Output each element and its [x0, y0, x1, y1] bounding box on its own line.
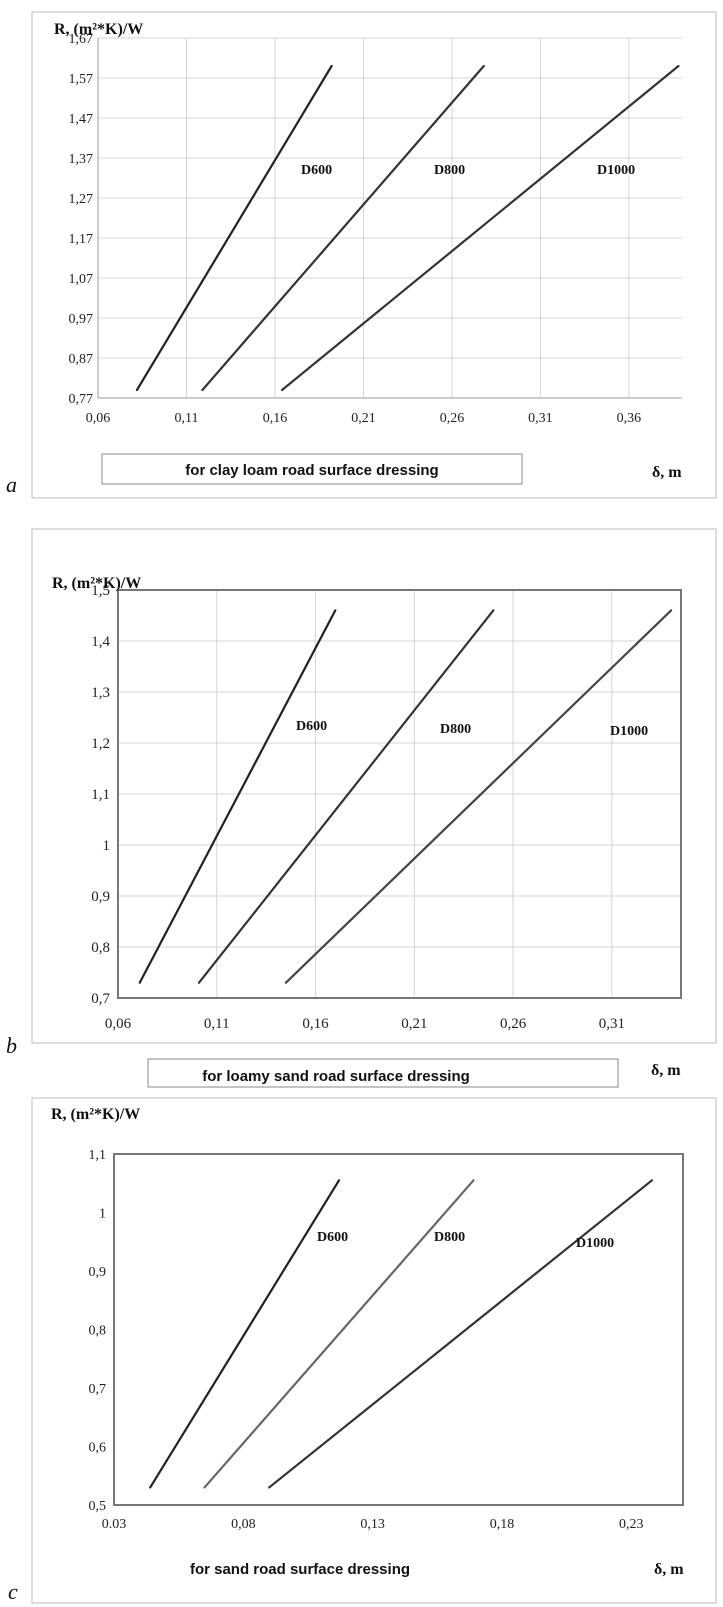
chart-a-y-tick-label: 1,27 — [69, 192, 94, 207]
chart-c-caption: for sand road surface dressing — [190, 1561, 410, 1578]
chart-panel-c: 0,5 0,6 0,7 0,8 0,9 1 1,1 0.03 0,08 0,13 0,18 0,23 D… — [0, 1097, 723, 1607]
chart-b-series-label-d800: D800 — [440, 722, 471, 737]
chart-b-svg: 0,7 0,8 0,9 1 1,1 1,2 1,3 1,4 1,5 0,06 0,11 0,16 0,2… — [31, 528, 717, 1088]
chart-a-outer-frame — [31, 11, 717, 499]
chart-a-x-axis-label: δ, m — [652, 464, 682, 481]
chart-c-y-tick-label: 1 — [99, 1207, 106, 1222]
chart-b-x-tick-label: 0,11 — [204, 1016, 230, 1032]
chart-a-x-tick-label: 0,11 — [174, 411, 198, 426]
chart-a-caption: for clay loam road surface dressing — [185, 462, 438, 479]
chart-c-y-tick-label: 1,1 — [89, 1148, 107, 1163]
chart-b-x-axis-label: δ, m — [651, 1062, 681, 1079]
chart-a-x-tick-label: 0,31 — [528, 411, 553, 426]
chart-a-svg: 0,77 0,87 0,97 1,07 1,17 1,27 1,37 1,47 1,57 1,67… — [31, 11, 717, 499]
chart-a-y-tick-label: 1,47 — [69, 112, 94, 127]
chart-b-outer-frame — [31, 528, 717, 1044]
chart-b-y-tick-label: 0,9 — [91, 889, 110, 905]
chart-a-x-tick-label: 0,36 — [617, 411, 642, 426]
chart-a-x-tick-label: 0,16 — [263, 411, 288, 426]
chart-c-x-tick-label: 0.03 — [102, 1517, 127, 1532]
chart-a-y-axis-label: R, (m²*K)/W — [54, 21, 143, 38]
chart-b-x-tick-label: 0,21 — [401, 1016, 427, 1032]
chart-b-y-tick-label: 1,4 — [91, 634, 110, 650]
chart-a-y-tick-label: 0,97 — [69, 312, 94, 327]
chart-b-y-tick-label: 1 — [103, 838, 111, 854]
chart-c-x-tick-label: 0,23 — [619, 1517, 644, 1532]
chart-b-y-axis-label: R, (m²*K)/W — [52, 575, 141, 592]
chart-a-series-label-d800: D800 — [434, 163, 465, 178]
chart-a-y-tick-label: 1,57 — [69, 72, 94, 87]
panel-letter-a: a — [6, 472, 17, 497]
chart-c-svg: 0,5 0,6 0,7 0,8 0,9 1 1,1 0.03 0,08 0,13 0,18 0,23 D… — [31, 1097, 717, 1604]
chart-a-series-line-d1000 — [280, 64, 680, 392]
chart-c-series-line-d800 — [203, 1179, 475, 1489]
chart-b-series-label-d600: D600 — [296, 719, 327, 734]
chart-a-y-tick-label: 1,17 — [69, 232, 94, 247]
chart-a-y-tick-label: 0,87 — [69, 352, 94, 367]
chart-b-x-tick-label: 0,06 — [105, 1016, 132, 1032]
chart-c-plot-frame — [113, 1153, 684, 1506]
chart-c-y-tick-label: 0,5 — [89, 1499, 107, 1514]
chart-c-y-tick-label: 0,7 — [89, 1382, 107, 1397]
chart-a-series-line-d600 — [135, 64, 333, 392]
chart-a-y-tick-label: 0,77 — [69, 392, 94, 407]
chart-a-y-tick-label: 1,37 — [69, 152, 94, 167]
chart-c-series-label-d600: D600 — [317, 1230, 348, 1245]
chart-a-x-tick-label: 0,06 — [86, 411, 111, 426]
chart-b-y-tick-label: 1,2 — [91, 736, 110, 752]
chart-a-y-tick-label: 1,07 — [69, 272, 94, 287]
chart-a-series-label-d1000: D1000 — [597, 163, 635, 178]
chart-b-x-tick-label: 0,31 — [599, 1016, 625, 1032]
chart-b-x-tick-label: 0,16 — [302, 1016, 329, 1032]
chart-c-series-line-d1000 — [268, 1179, 654, 1489]
chart-a-caption-box — [101, 453, 523, 485]
chart-b-series-line-d800 — [197, 609, 495, 984]
chart-c-x-tick-label: 0,13 — [360, 1517, 385, 1532]
chart-c-y-tick-label: 0,6 — [89, 1441, 107, 1456]
chart-b-series-line-d1000 — [284, 609, 673, 984]
chart-c-y-tick-label: 0,8 — [89, 1324, 107, 1339]
chart-c-series-label-d1000: D1000 — [576, 1236, 614, 1251]
chart-b-caption-box — [147, 1058, 619, 1088]
chart-a-series-line-d800 — [201, 64, 485, 392]
chart-panel-a: 0,77 0,87 0,97 1,07 1,17 1,27 1,37 1,47 1,57 1,67… — [0, 0, 723, 500]
chart-b-caption: for loamy sand road surface dressing — [202, 1068, 470, 1085]
chart-b-y-tick-label: 1,3 — [91, 685, 110, 701]
chart-a-series-label-d600: D600 — [301, 163, 332, 178]
chart-b-x-tick-label: 0,26 — [500, 1016, 527, 1032]
chart-a-y-tick-label: 1,67 — [69, 32, 94, 47]
chart-a-x-tick-label: 0,26 — [440, 411, 465, 426]
chart-b-plot-frame — [117, 589, 682, 999]
chart-c-series-line-d600 — [149, 1179, 341, 1489]
chart-c-x-tick-label: 0,08 — [231, 1517, 256, 1532]
chart-c-y-tick-label: 0,9 — [89, 1265, 107, 1280]
chart-b-y-tick-label: 1,1 — [91, 787, 110, 803]
chart-b-y-tick-label: 1,5 — [91, 583, 110, 599]
chart-c-outer-frame — [31, 1097, 717, 1604]
chart-c-x-axis-label: δ, m — [654, 1561, 684, 1578]
chart-b-series-line-d600 — [138, 609, 337, 984]
chart-b-series-label-d1000: D1000 — [610, 724, 648, 739]
chart-c-y-axis-label: R, (m²*K)/W — [51, 1106, 140, 1123]
chart-b-y-tick-label: 0,8 — [91, 940, 110, 956]
panel-letter-c: c — [8, 1579, 18, 1604]
chart-a-x-tick-label: 0,21 — [351, 411, 376, 426]
chart-panel-b: 0,7 0,8 0,9 1 1,1 1,2 1,3 1,4 1,5 0,06 0,11 0,16 0,2… — [0, 528, 723, 1088]
panel-letter-b: b — [6, 1033, 17, 1058]
chart-b-y-tick-label: 0,7 — [91, 991, 110, 1007]
chart-c-series-label-d800: D800 — [434, 1230, 465, 1245]
chart-c-x-tick-label: 0,18 — [490, 1517, 515, 1532]
